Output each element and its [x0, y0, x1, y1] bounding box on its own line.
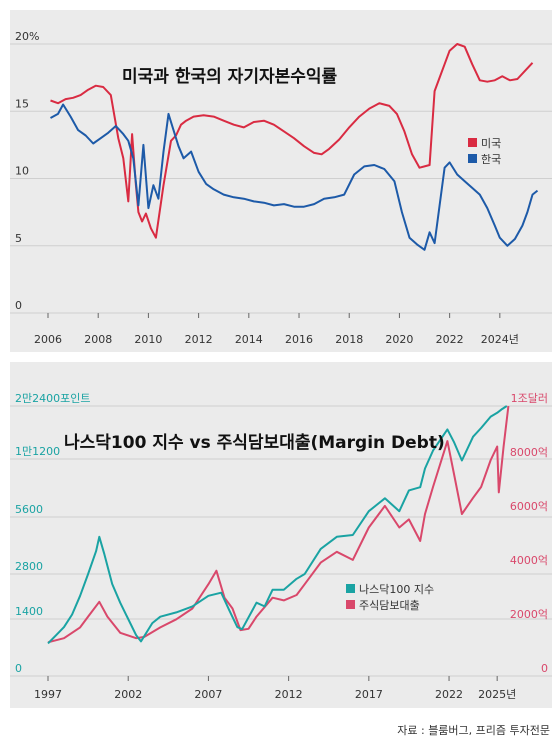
x-tick-label: 2010	[134, 333, 162, 346]
left-axis-tick-label: 0	[15, 662, 22, 675]
series-line-nasdaq100	[47, 405, 508, 645]
x-tick-label: 2007	[194, 688, 222, 701]
left-axis-tick-label: 1400	[15, 605, 43, 618]
right-axis-tick-label: 6000억	[510, 500, 548, 513]
right-axis-tick-label: 2000억	[510, 608, 548, 621]
series-line-korea	[50, 103, 539, 251]
x-tick-label: 2018	[335, 333, 363, 346]
x-tick-label: 2017	[355, 688, 383, 701]
x-tick-label: 2020	[385, 333, 413, 346]
y-tick-label: 10	[15, 165, 29, 178]
y-tick-label: 20%	[15, 30, 39, 43]
left-axis-tick-label: 1만1200	[15, 445, 60, 458]
right-axis-tick-label: 8000억	[510, 446, 548, 459]
x-tick-label: 1997	[34, 688, 62, 701]
legend-label: 나스닥100 지수	[359, 583, 434, 596]
legend-swatch	[468, 138, 477, 147]
legend-swatch	[346, 584, 355, 593]
x-tick-label: 2014	[235, 333, 263, 346]
legend-label: 한국	[481, 153, 501, 166]
legend-label: 미국	[481, 137, 501, 150]
x-tick-label: 2002	[114, 688, 142, 701]
nasdaq-margin-debt-chart-panel: 2만2400포인트 1만1200 5600 2800 1400 0 1조달러 8000억 600…	[10, 362, 552, 708]
left-axis-tick-label: 5600	[15, 503, 43, 516]
x-tick-label: 2016	[285, 333, 313, 346]
left-axis-tick-label: 2800	[15, 560, 43, 573]
roe-chart: 20% 15 10 5 0 2006 2008 2010 2012 2014 2016 2018 202…	[10, 30, 552, 346]
series-line-margin-debt	[47, 405, 510, 644]
x-tick-label: 2022	[435, 688, 463, 701]
right-axis-tick-label: 1조달러	[511, 392, 548, 405]
x-tick-label: 2012	[275, 688, 303, 701]
left-axis-tick-label: 2만2400포인트	[15, 392, 90, 405]
x-tick-label: 2024년	[481, 333, 519, 346]
x-tick-label: 2022	[436, 333, 464, 346]
roe-chart-panel: 20% 15 10 5 0 2006 2008 2010 2012 2014 2016 2018 202…	[10, 10, 552, 352]
right-axis-tick-label: 0	[541, 662, 548, 675]
right-axis-tick-label: 4000억	[510, 554, 548, 567]
nasdaq-margin-debt-chart: 2만2400포인트 1만1200 5600 2800 1400 0 1조달러 8000억 600…	[10, 392, 552, 701]
y-tick-label: 5	[15, 232, 22, 245]
chart-title: 나스닥100 지수 vs 주식담보대출(Margin Debt)	[64, 433, 445, 453]
source-note: 자료 : 블룸버그, 프리즘 투자전문	[397, 724, 550, 737]
x-tick-label: 2006	[34, 333, 62, 346]
x-tick-label: 2008	[84, 333, 112, 346]
legend-swatch	[346, 600, 355, 609]
y-tick-label: 15	[15, 97, 29, 110]
legend-swatch	[468, 154, 477, 163]
chart-title: 미국과 한국의 자기자본수익률	[122, 67, 338, 87]
x-tick-label: 2012	[185, 333, 213, 346]
legend-label: 주식담보대출	[359, 599, 420, 612]
series-line-usa	[50, 43, 534, 239]
x-tick-label: 2025년	[478, 688, 516, 701]
y-tick-label: 0	[15, 299, 22, 312]
